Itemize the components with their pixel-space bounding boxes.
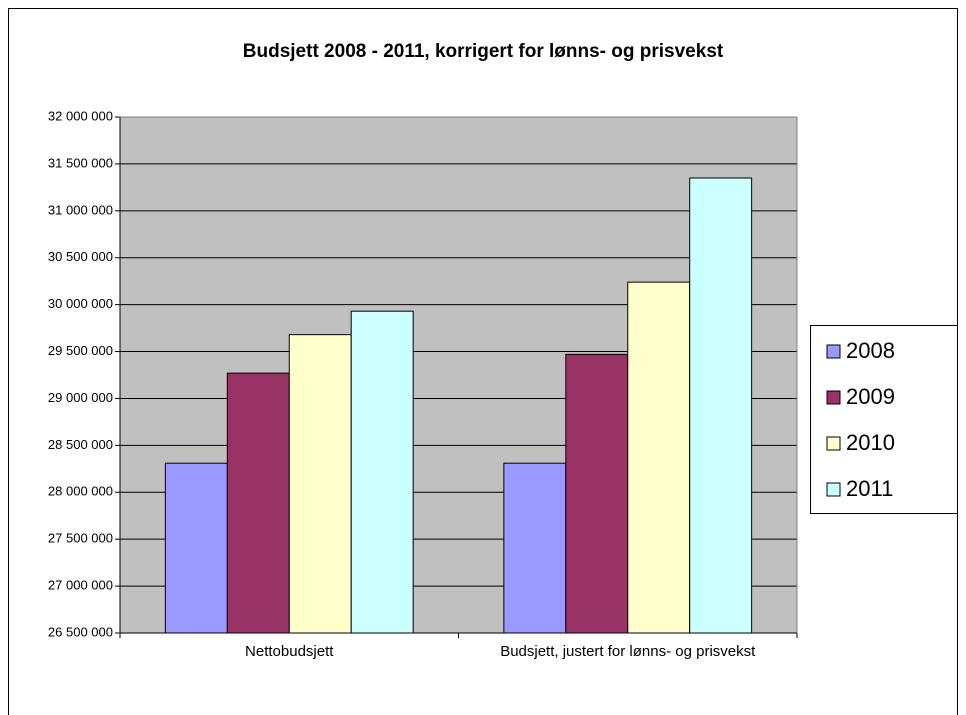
- bar: [226, 372, 290, 634]
- legend-swatch: [826, 482, 841, 497]
- bar: [627, 281, 691, 634]
- y-tick-label: 31 000 000: [48, 202, 113, 217]
- legend-label: 2011: [846, 476, 893, 501]
- y-tick-label: 28 500 000: [48, 437, 113, 452]
- legend-swatch: [826, 344, 841, 359]
- chart-title: Budsjett 2008 - 2011, korrigert for lønn…: [243, 41, 724, 62]
- y-tick-label: 29 000 000: [48, 390, 113, 405]
- y-tick-label: 28 000 000: [48, 484, 113, 499]
- y-tick-label: 27 500 000: [48, 531, 113, 546]
- x-tick-label: Nettobudsjett: [245, 643, 334, 660]
- y-tick-label: 26 500 000: [48, 624, 113, 639]
- y-tick-label: 30 500 000: [48, 249, 113, 264]
- legend-swatch: [826, 436, 841, 451]
- x-tick-label-box: Budsjett, justert for lønns- og prisveks…: [500, 643, 756, 660]
- bar: [164, 462, 228, 634]
- legend-swatch: [826, 390, 841, 405]
- x-tick-label: Budsjett, justert for lønns- og prisveks…: [500, 643, 756, 660]
- y-tick-label: 30 000 000: [48, 296, 113, 311]
- bar: [503, 462, 567, 634]
- y-tick-label: 32 000 000: [48, 108, 113, 123]
- y-tick-label: 29 500 000: [48, 343, 113, 358]
- y-tick-label: 27 000 000: [48, 578, 113, 593]
- bar: [288, 334, 352, 634]
- bar: [565, 353, 629, 634]
- x-tick-label-box: Nettobudsjett: [245, 643, 334, 660]
- bar: [689, 177, 753, 634]
- legend-label: 2010: [846, 430, 895, 455]
- y-tick-label: 31 500 000: [48, 155, 113, 170]
- legend-label: 2009: [846, 384, 895, 409]
- legend-label: 2008: [846, 338, 895, 363]
- bar: [350, 310, 414, 634]
